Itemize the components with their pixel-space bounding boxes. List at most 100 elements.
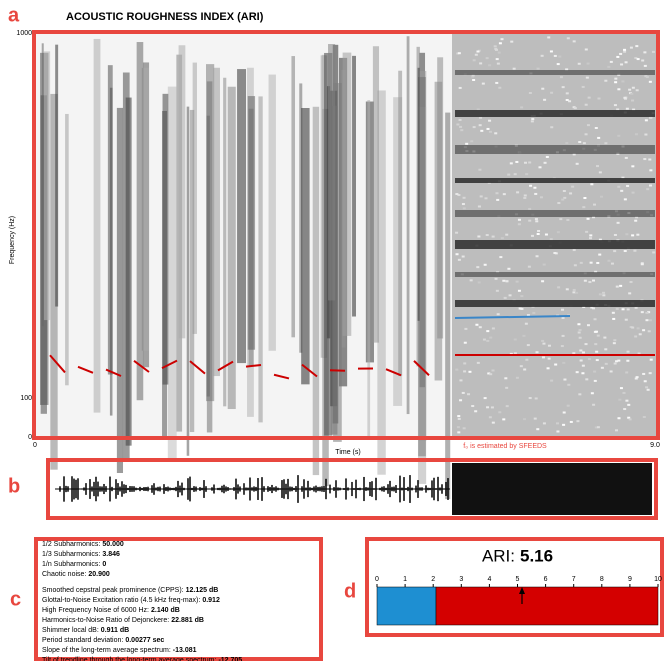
spec-speckle	[634, 220, 637, 222]
spec-speckle	[456, 253, 459, 255]
spec-speckle	[484, 197, 487, 199]
title: ACOUSTIC ROUGHNESS INDEX (ARI)	[66, 11, 264, 23]
spec-speckle	[631, 165, 634, 167]
spec-speckle	[597, 426, 600, 428]
spec-speckle	[523, 197, 526, 199]
spec-speckle	[614, 81, 617, 83]
spec-speckle	[565, 142, 568, 144]
spec-speckle	[585, 104, 588, 106]
spec-speckle	[624, 250, 627, 252]
spec-speckle	[480, 130, 483, 132]
spec-streak	[419, 71, 426, 441]
spec-speckle	[578, 141, 581, 143]
spec-speckle	[507, 174, 510, 176]
spec-speckle	[475, 54, 478, 56]
measure-value: 0.00277 sec	[125, 637, 164, 644]
spec-speckle	[550, 50, 553, 52]
spec-speckle	[462, 256, 465, 258]
spec-speckle	[569, 192, 572, 194]
spec-speckle	[602, 292, 605, 294]
spec-speckle	[598, 98, 601, 100]
spec-harmonic	[455, 210, 655, 217]
spec-speckle	[537, 233, 540, 235]
measure-label: 1/3 Subharmonics:	[42, 551, 100, 558]
spec-speckle	[514, 173, 517, 175]
spec-speckle	[505, 387, 508, 389]
spec-speckle	[495, 192, 498, 194]
spec-speckle	[501, 38, 504, 40]
spec-streak	[407, 36, 410, 414]
spec-speckle	[492, 327, 495, 329]
spec-speckle	[460, 129, 463, 131]
spec-speckle	[535, 397, 538, 399]
spec-speckle	[604, 80, 607, 82]
measure-label: 1/2 Subharmonics:	[42, 541, 100, 548]
spec-speckle	[585, 343, 588, 345]
spec-speckle	[536, 351, 539, 353]
spec-speckle	[529, 92, 532, 94]
spec-speckle	[498, 52, 501, 54]
spec-speckle	[463, 207, 466, 209]
spec-speckle	[458, 52, 461, 54]
spec-speckle	[643, 158, 646, 160]
panel-label: c	[10, 588, 21, 610]
spec-speckle	[459, 126, 462, 128]
spec-speckle	[642, 373, 645, 375]
spec-speckle	[457, 426, 460, 428]
spec-speckle	[464, 328, 467, 330]
spec-speckle	[492, 236, 495, 238]
spec-speckle	[582, 351, 585, 353]
spec-speckle	[510, 162, 513, 164]
spec-speckle	[540, 196, 543, 198]
spec-speckle	[582, 86, 585, 88]
spec-speckle	[547, 36, 550, 38]
spec-speckle	[619, 285, 622, 287]
spec-speckle	[590, 262, 593, 264]
spec-speckle	[625, 319, 628, 321]
spec-speckle	[646, 188, 649, 190]
spec-speckle	[639, 333, 642, 335]
spec-speckle	[616, 56, 619, 58]
spec-speckle	[573, 249, 576, 251]
spec-speckle	[623, 408, 626, 410]
spec-speckle	[652, 251, 655, 253]
x-tick-label: 9.0	[650, 442, 660, 449]
spec-streak	[65, 114, 69, 385]
spec-speckle	[576, 420, 579, 422]
tick-label: 6	[544, 576, 548, 583]
tick-label: 0	[375, 576, 379, 583]
spec-speckle	[649, 81, 652, 83]
spec-speckle	[594, 318, 597, 320]
spec-speckle	[615, 360, 618, 362]
spec-speckle	[479, 124, 482, 126]
spec-speckle	[514, 352, 517, 354]
spec-speckle	[580, 360, 583, 362]
spec-speckle	[499, 42, 502, 44]
spec-speckle	[647, 389, 650, 391]
spec-speckle	[542, 356, 545, 358]
measure: Harmonics-to-Noise Ratio of Dejonckere:2…	[42, 617, 204, 624]
spec-speckle	[550, 126, 553, 128]
spec-streak	[117, 108, 123, 473]
spec-speckle	[537, 230, 540, 232]
spec-speckle	[645, 319, 648, 321]
spec-speckle	[616, 308, 619, 310]
spec-speckle	[458, 259, 461, 261]
spec-speckle	[510, 41, 513, 43]
spec-streak	[94, 39, 101, 413]
y-tick-label: 100	[20, 395, 32, 402]
spec-streak	[343, 53, 352, 336]
spec-speckle	[488, 120, 491, 122]
spec-harmonic	[455, 300, 655, 307]
spec-speckle	[543, 99, 546, 101]
spec-speckle	[621, 80, 624, 82]
spec-speckle	[527, 344, 530, 346]
spec-speckle	[523, 368, 526, 370]
spec-speckle	[576, 371, 579, 373]
measure: Chaotic noise:20.900	[42, 571, 110, 578]
spec-speckle	[597, 137, 600, 139]
measure-value: 0.912	[202, 597, 220, 604]
spec-speckle	[548, 358, 551, 360]
spec-speckle	[610, 370, 613, 372]
measure-label: 1/n Subharmonics:	[42, 561, 100, 568]
